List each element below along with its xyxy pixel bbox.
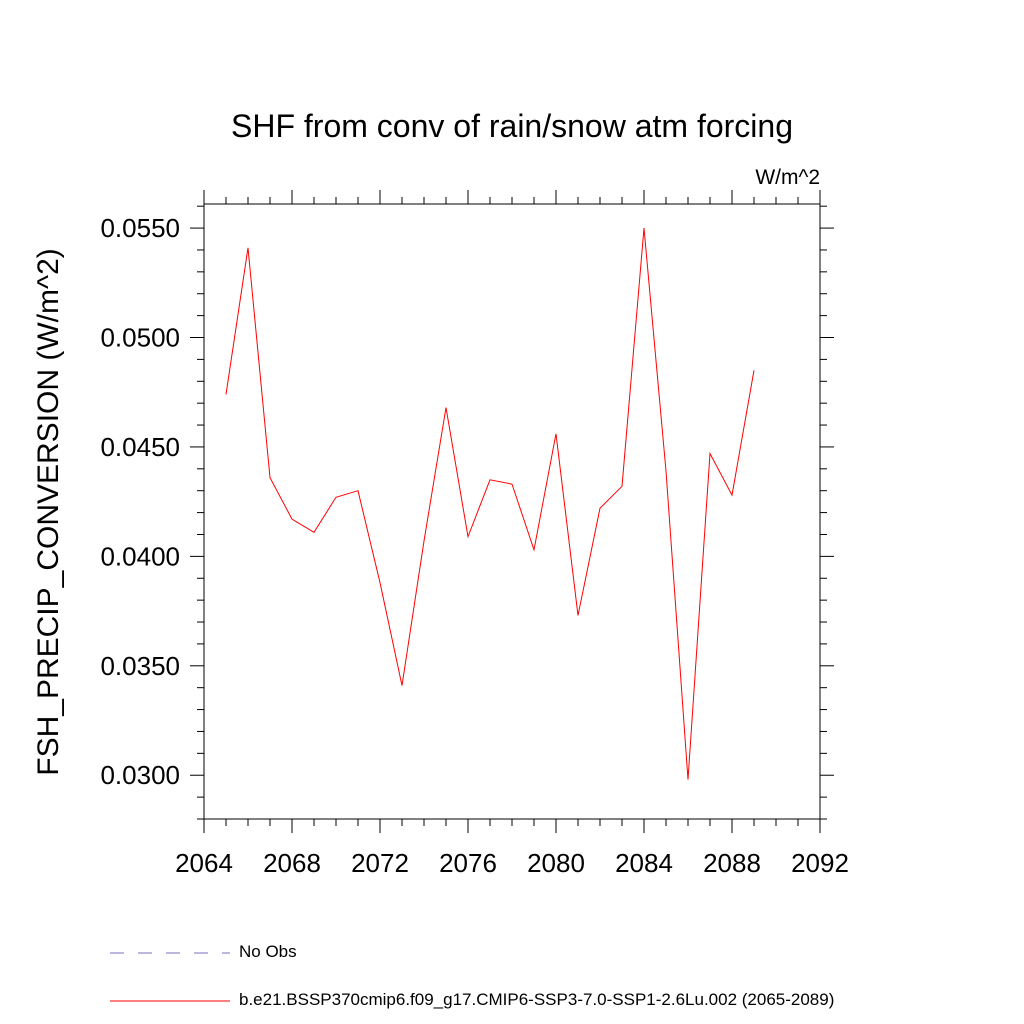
x-tick-label: 2092: [791, 848, 849, 878]
y-tick-label: 0.0550: [100, 213, 180, 243]
y-tick-label: 0.0300: [100, 760, 180, 790]
x-tick-label: 2064: [175, 848, 233, 878]
y-axis-label: FSH_PRECIP_CONVERSION (W/m^2): [32, 248, 65, 775]
x-tick-label: 2068: [263, 848, 321, 878]
x-tick-label: 2080: [527, 848, 585, 878]
units-label: W/m^2: [755, 166, 820, 189]
y-tick-label: 0.0350: [100, 651, 180, 681]
x-tick-label: 2084: [615, 848, 673, 878]
series-group: [225, 228, 755, 780]
series-line: [225, 228, 755, 780]
y-tick-label: 0.0450: [100, 432, 180, 462]
x-tick-label: 2088: [703, 848, 761, 878]
legend-label-no-obs: No Obs: [239, 942, 297, 961]
chart-title: SHF from conv of rain/snow atm forcing: [231, 108, 793, 144]
x-tick-label: 2076: [439, 848, 497, 878]
axis-ticks: 2064 2068 2072 2076 2080 2084 2088 2092 0.0300 0.…: [100, 190, 849, 878]
plot-frame: [203, 203, 821, 820]
legend-label-model: b.e21.BSSP370cmip6.f09_g17.CMIP6-SSP3-7.…: [239, 990, 835, 1009]
y-tick-label: 0.0500: [100, 323, 180, 353]
y-tick-label: 0.0400: [100, 541, 180, 571]
x-tick-label: 2072: [351, 848, 409, 878]
